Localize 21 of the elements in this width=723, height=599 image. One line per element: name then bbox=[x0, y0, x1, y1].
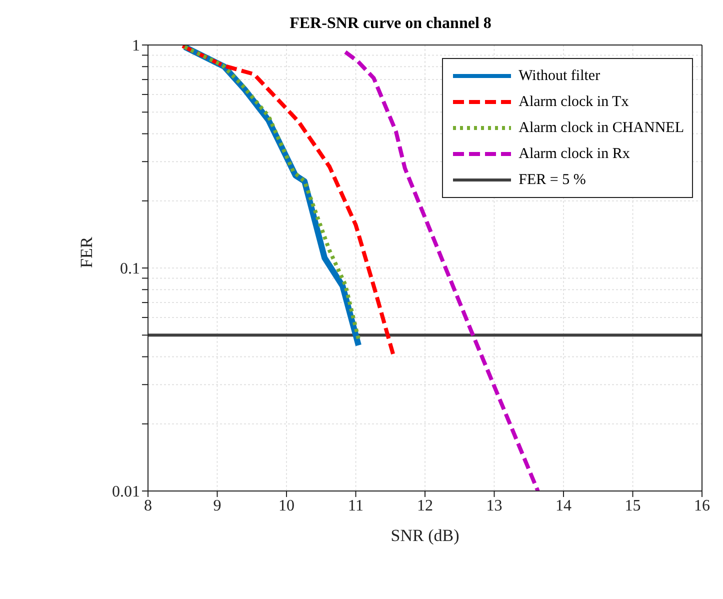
x-tick-label: 11 bbox=[348, 497, 364, 514]
y-tick-label: 0.1 bbox=[120, 260, 140, 278]
legend-label: Alarm clock in Tx bbox=[518, 94, 629, 110]
line-series bbox=[180, 45, 396, 356]
chart-title: FER-SNR curve on channel 8 bbox=[290, 15, 492, 32]
x-tick-label: 16 bbox=[694, 497, 710, 514]
x-tick-label: 15 bbox=[624, 497, 641, 514]
x-tick-label: 9 bbox=[213, 497, 222, 514]
x-axis-title: SNR (dB) bbox=[390, 526, 460, 545]
y-tick-label: 1 bbox=[132, 38, 140, 55]
legend-label: Without filter bbox=[518, 68, 600, 84]
x-tick-label: 13 bbox=[486, 497, 502, 514]
x-tick-label: 8 bbox=[144, 497, 152, 514]
y-tick-label: 0.01 bbox=[112, 484, 140, 501]
x-tick-label: 10 bbox=[278, 497, 294, 514]
legend-label: Alarm clock in CHANNEL bbox=[518, 120, 684, 136]
x-tick-label: 12 bbox=[417, 497, 433, 514]
legend-label: Alarm clock in Rx bbox=[518, 146, 630, 162]
y-axis-title: FER bbox=[77, 236, 96, 268]
x-tick-label: 14 bbox=[556, 497, 572, 514]
legend-label: FER = 5 % bbox=[518, 172, 586, 188]
